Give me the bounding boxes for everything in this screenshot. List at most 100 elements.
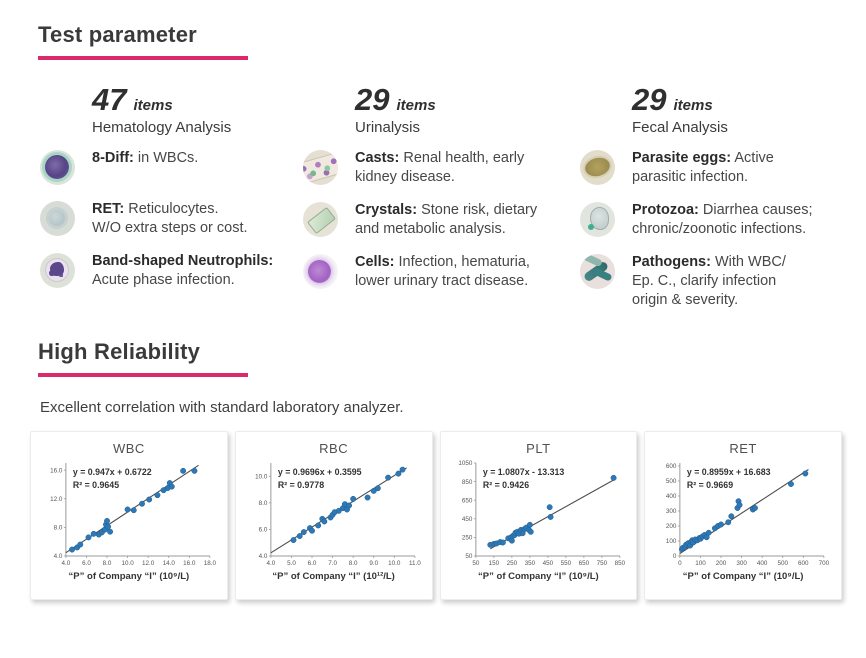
- svg-text:0: 0: [678, 560, 682, 567]
- svg-text:50: 50: [465, 554, 473, 561]
- pathogen-icon: [580, 254, 615, 290]
- test-parameter-title: Test parameter: [38, 22, 197, 47]
- pink-underline: [38, 373, 248, 378]
- svg-text:4.0: 4.0: [61, 560, 70, 567]
- test-parameter-section: Test parameter 47 items Hematology Analy…: [38, 22, 838, 309]
- svg-text:500: 500: [778, 560, 789, 567]
- reticulocyte-cell-icon: [40, 201, 75, 237]
- urine-cells-icon: [303, 254, 338, 290]
- svg-text:600: 600: [666, 464, 677, 471]
- crystal-icon: [303, 202, 338, 238]
- parameter-item: Band-shaped Neutrophils: Acute phase inf…: [40, 252, 303, 289]
- high-reliability-title: High Reliability: [38, 339, 201, 365]
- svg-text:4.0: 4.0: [54, 554, 63, 561]
- svg-text:850: 850: [614, 560, 625, 567]
- svg-text:10.0: 10.0: [121, 560, 134, 567]
- item-count: 29: [355, 82, 390, 118]
- svg-text:200: 200: [666, 524, 677, 531]
- svg-text:8.0: 8.0: [54, 525, 63, 532]
- svg-text:8.0: 8.0: [258, 500, 267, 507]
- item-count-unit: items: [673, 97, 713, 115]
- parameter-item: Pathogens: With WBC/ Ep. C., clarify inf…: [580, 253, 848, 309]
- item-desc: Reticulocytes. W/O extra steps or cost.: [92, 201, 248, 236]
- pink-underline: [38, 56, 248, 61]
- svg-text:y = 1.0807x - 13.313: y = 1.0807x - 13.313: [482, 467, 564, 477]
- column-subtitle: Hematology Analysis: [92, 119, 232, 137]
- parameter-item: Parasite eggs: Active parasitic infectio…: [580, 149, 848, 186]
- correlation-subtitle: Excellent correlation with standard labo…: [40, 399, 404, 417]
- item-desc: Acute phase infection.: [92, 271, 235, 288]
- svg-text:18.0: 18.0: [204, 560, 217, 567]
- rbc-scatter-plot: 4.0 6.0 8.0 10.0 4.0 5.0 6.0 7.0 8.0 9.0 10.0 11.0 y…: [255, 463, 421, 567]
- ret-chart-card: RET 0 100 200 300 400 500 600 0 100 200 300 400 500 6…: [644, 431, 842, 601]
- correlation-charts-row: WBC 4.0 8.0 12.0 16.0 4.0 6.0 8.0 10.0 12.0 14.0 1…: [30, 431, 842, 601]
- svg-text:4.0: 4.0: [258, 554, 267, 561]
- svg-text:350: 350: [524, 560, 535, 567]
- svg-text:550: 550: [560, 560, 571, 567]
- protozoa-icon: [580, 202, 615, 238]
- svg-text:450: 450: [461, 516, 472, 523]
- svg-text:0: 0: [673, 554, 677, 561]
- item-count-unit: items: [133, 97, 173, 115]
- item-term: Band-shaped Neutrophils:: [92, 253, 274, 270]
- svg-text:150: 150: [488, 560, 499, 567]
- svg-text:7.0: 7.0: [328, 560, 337, 567]
- svg-text:y = 0.947x + 0.6722: y = 0.947x + 0.6722: [73, 467, 152, 477]
- svg-text:100: 100: [695, 560, 706, 567]
- svg-text:250: 250: [461, 535, 472, 542]
- svg-text:16.0: 16.0: [50, 468, 63, 475]
- svg-text:650: 650: [461, 498, 472, 505]
- svg-text:R² = 0.9778: R² = 0.9778: [278, 480, 324, 490]
- svg-text:8.0: 8.0: [103, 560, 112, 567]
- plt-scatter-plot: 50 250 450 650 850 1050 50 150 250 350 450 550 650 75…: [458, 461, 625, 568]
- svg-text:600: 600: [798, 560, 809, 567]
- parameter-columns: 47 items Hematology Analysis 8-Diff: in …: [38, 84, 838, 309]
- svg-text:450: 450: [542, 560, 553, 567]
- svg-text:6.0: 6.0: [258, 527, 267, 534]
- item-term: Pathogens:: [632, 254, 711, 271]
- item-count-unit: items: [396, 97, 436, 115]
- chart-title: RET: [729, 441, 757, 457]
- parasite-egg-icon: [580, 150, 615, 186]
- svg-text:9.0: 9.0: [369, 560, 378, 567]
- svg-text:50: 50: [472, 560, 480, 567]
- item-count: 47: [92, 82, 127, 118]
- parameter-column: 29 items Urinalysis Casts: Renal health,…: [303, 84, 580, 309]
- svg-text:1050: 1050: [458, 461, 473, 468]
- item-list: Parasite eggs: Active parasitic infectio…: [580, 149, 848, 309]
- item-desc: Renal health, early kidney disease.: [355, 150, 525, 185]
- item-term: Parasite eggs:: [632, 150, 732, 167]
- svg-text:12.0: 12.0: [50, 496, 63, 503]
- svg-text:y = 0.8959x + 16.683: y = 0.8959x + 16.683: [687, 467, 771, 477]
- svg-text:12.0: 12.0: [142, 560, 155, 567]
- band-neutrophil-icon: [40, 253, 75, 289]
- svg-text:R² = 0.9669: R² = 0.9669: [687, 480, 733, 490]
- parameter-column: 29 items Fecal Analysis Parasite eggs: A…: [580, 84, 848, 309]
- parameter-item: Cells: Infection, hematuria, lower urina…: [303, 253, 580, 290]
- item-desc: Stone risk, dietary and metabolic analys…: [355, 202, 538, 237]
- column-header: 29 items Urinalysis: [303, 84, 580, 136]
- chart-x-axis-label: “P” of Company “I” (10⁹/L): [68, 571, 190, 583]
- svg-text:11.0: 11.0: [409, 560, 421, 567]
- item-term: RET:: [92, 201, 125, 218]
- svg-text:250: 250: [506, 560, 517, 567]
- svg-text:16.0: 16.0: [183, 560, 196, 567]
- parameter-item: RET: Reticulocytes. W/O extra steps or c…: [40, 200, 303, 237]
- item-desc: in WBCs.: [133, 150, 199, 167]
- plt-chart-card: PLT 50 250 450 650 850 1050 50 150 250 350 450 550 6…: [439, 431, 638, 601]
- column-header: 29 items Fecal Analysis: [580, 84, 848, 136]
- item-term: 8-Diff:: [92, 150, 134, 167]
- item-count: 29: [632, 82, 667, 118]
- chart-title: PLT: [526, 441, 551, 457]
- parameter-item: Crystals: Stone risk, dietary and metabo…: [303, 201, 580, 238]
- column-header: 47 items Hematology Analysis: [40, 84, 303, 136]
- svg-text:500: 500: [666, 479, 677, 486]
- svg-text:750: 750: [596, 560, 607, 567]
- svg-text:14.0: 14.0: [163, 560, 176, 567]
- rbc-chart-card: RBC 4.0 6.0 8.0 10.0 4.0 5.0 6.0 7.0 8.0 9.0 10.0 1…: [234, 431, 433, 601]
- item-term: Crystals:: [355, 202, 418, 219]
- svg-text:R² = 0.9645: R² = 0.9645: [73, 480, 119, 490]
- svg-text:10.0: 10.0: [388, 560, 401, 567]
- svg-text:400: 400: [666, 494, 677, 501]
- brochure-slide: Test parameter 47 items Hematology Analy…: [0, 0, 866, 600]
